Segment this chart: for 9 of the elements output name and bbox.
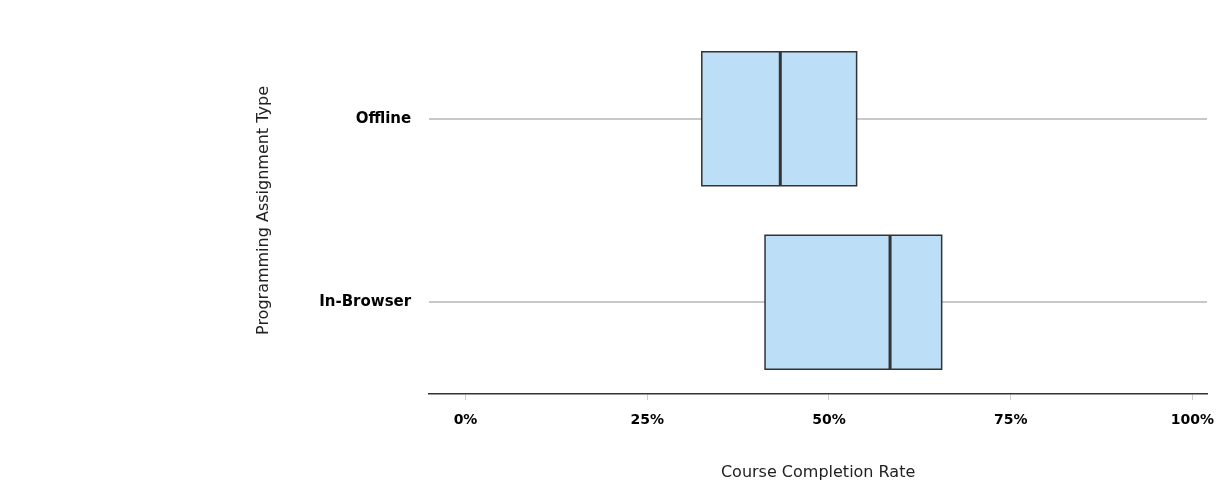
x-tick-label: 25% [630, 411, 665, 428]
y-tick-label: Offline [355, 108, 412, 127]
y-axis-title: Programming Assignment Type [252, 86, 272, 335]
x-tick-label: 50% [812, 411, 846, 428]
x-tick-label: 75% [993, 411, 1028, 428]
x-tick-label: 100% [1170, 411, 1215, 428]
y-tick-label: In-Browser [319, 292, 412, 311]
x-axis-title: Course Completion Rate [720, 461, 916, 481]
x-tick-label: 0% [453, 411, 478, 428]
